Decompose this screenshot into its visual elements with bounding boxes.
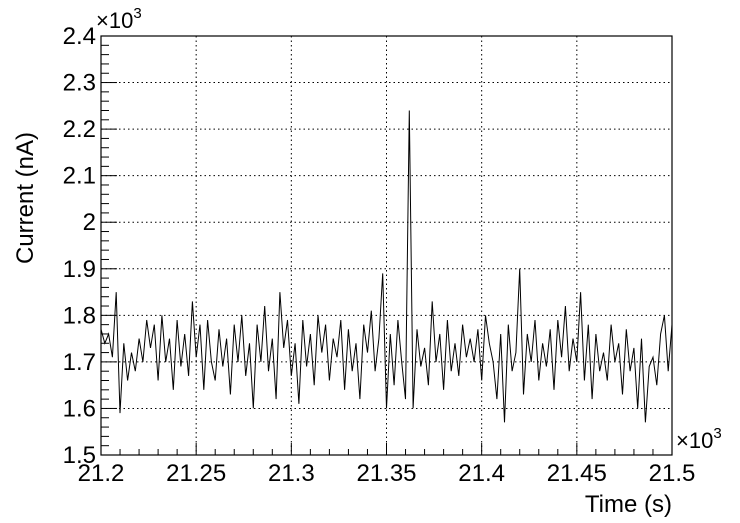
x-tick-label: 21.35 <box>356 460 416 487</box>
y-tick-label: 1.7 <box>63 349 96 376</box>
grid <box>101 36 672 455</box>
tick-labels: 21.2 21.25 21.3 21.35 21.4 21.45 21.5 1.5 1.6 1.7… <box>63 23 696 487</box>
x-tick-label: 21.4 <box>458 460 505 487</box>
x-multiplier-base: ×10 <box>676 428 713 453</box>
current-series-line <box>100 110 673 423</box>
x-axis-multiplier: ×103 <box>676 425 722 453</box>
x-axis-title: Time (s) <box>585 491 672 518</box>
y-multiplier-base: ×10 <box>96 8 133 33</box>
x-tick-label: 21.5 <box>649 460 696 487</box>
y-tick-label: 1.9 <box>63 256 96 283</box>
y-tick-label: 2.3 <box>63 70 96 97</box>
x-tick-label: 21.2 <box>78 460 125 487</box>
y-tick-label: 1.6 <box>63 395 96 422</box>
x-multiplier-exponent: 3 <box>713 425 721 442</box>
x-tick-label: 21.45 <box>547 460 607 487</box>
y-tick-label: 2.2 <box>63 116 96 143</box>
x-tick-label: 21.3 <box>268 460 315 487</box>
series-layer <box>100 110 673 423</box>
y-tick-label: 2 <box>83 209 96 236</box>
y-tick-label: 2.4 <box>63 23 96 50</box>
y-tick-label: 2.1 <box>63 163 96 190</box>
y-axis-title: Current (nA) <box>12 132 39 264</box>
y-axis-multiplier: ×103 <box>96 5 142 33</box>
axis-ticks <box>100 35 673 456</box>
y-tick-label: 1.5 <box>63 442 96 469</box>
x-tick-label: 21.25 <box>166 460 226 487</box>
y-tick-label: 1.8 <box>63 302 96 329</box>
y-multiplier-exponent: 3 <box>133 5 141 22</box>
